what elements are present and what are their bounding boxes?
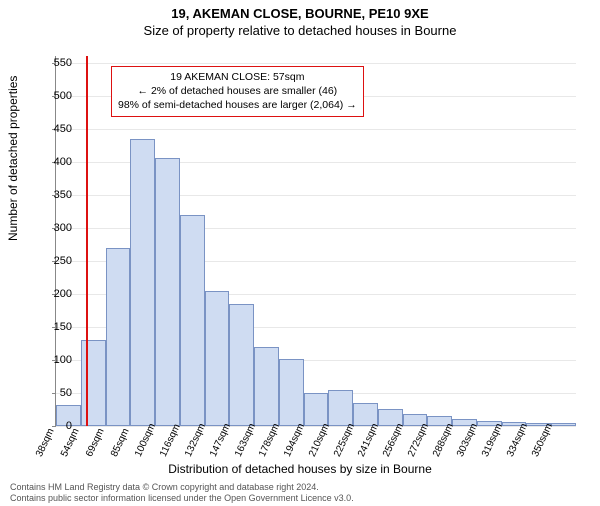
xtick-label: 303sqm bbox=[455, 422, 480, 459]
footer-line2: Contains public sector information licen… bbox=[10, 493, 354, 504]
ytick-label: 150 bbox=[32, 321, 72, 333]
annotation-box: 19 AKEMAN CLOSE: 57sqm← 2% of detached h… bbox=[111, 66, 364, 117]
xtick-label: 178sqm bbox=[257, 422, 282, 459]
x-axis-label: Distribution of detached houses by size … bbox=[0, 462, 600, 476]
xtick-label: 225sqm bbox=[332, 422, 357, 459]
xtick-label: 319sqm bbox=[480, 422, 505, 459]
ytick-label: 400 bbox=[32, 156, 72, 168]
histogram-bar bbox=[229, 304, 254, 426]
ytick-label: 500 bbox=[32, 90, 72, 102]
xtick-label: 116sqm bbox=[158, 422, 183, 458]
histogram-bar bbox=[106, 248, 131, 426]
ytick-label: 550 bbox=[32, 57, 72, 69]
histogram-bar bbox=[130, 139, 155, 426]
xtick-label: 256sqm bbox=[381, 422, 406, 459]
xtick-label: 288sqm bbox=[431, 422, 456, 459]
xtick-label: 210sqm bbox=[307, 422, 332, 459]
histogram-bar bbox=[81, 340, 106, 426]
gridline bbox=[56, 129, 576, 130]
gridline bbox=[56, 63, 576, 64]
chart-plot-area: 19 AKEMAN CLOSE: 57sqm← 2% of detached h… bbox=[55, 56, 576, 427]
y-axis-label: Number of detached properties bbox=[6, 76, 20, 241]
annotation-line3: 98% of semi-detached houses are larger (… bbox=[118, 98, 357, 112]
footer-attribution: Contains HM Land Registry data © Crown c… bbox=[10, 482, 354, 504]
footer-line1: Contains HM Land Registry data © Crown c… bbox=[10, 482, 354, 493]
histogram-bar bbox=[205, 291, 230, 426]
histogram-bar bbox=[279, 359, 304, 426]
xtick-label: 69sqm bbox=[84, 427, 107, 459]
ytick-label: 200 bbox=[32, 288, 72, 300]
ytick-label: 100 bbox=[32, 354, 72, 366]
xtick-label: 85sqm bbox=[109, 427, 132, 459]
xtick-label: 194sqm bbox=[282, 422, 307, 459]
property-marker-line bbox=[86, 56, 88, 426]
histogram-bar bbox=[254, 347, 279, 426]
annotation-line1: 19 AKEMAN CLOSE: 57sqm bbox=[118, 70, 357, 84]
xtick-label: 350sqm bbox=[530, 422, 555, 459]
ytick-label: 250 bbox=[32, 255, 72, 267]
xtick-label: 163sqm bbox=[233, 422, 258, 459]
xtick-label: 334sqm bbox=[505, 422, 530, 459]
ytick-label: 450 bbox=[32, 123, 72, 135]
histogram-bar bbox=[328, 390, 353, 426]
chart-title-sub: Size of property relative to detached ho… bbox=[0, 23, 600, 38]
histogram-bar bbox=[304, 393, 329, 426]
xtick-label: 241sqm bbox=[356, 422, 381, 459]
annotation-line2: ← 2% of detached houses are smaller (46) bbox=[118, 84, 357, 98]
xtick-label: 132sqm bbox=[183, 422, 208, 459]
chart-title-main: 19, AKEMAN CLOSE, BOURNE, PE10 9XE bbox=[0, 6, 600, 21]
xtick-label: 100sqm bbox=[133, 422, 158, 459]
xtick-label: 147sqm bbox=[208, 422, 233, 459]
ytick-label: 50 bbox=[32, 387, 72, 399]
histogram-bar bbox=[180, 215, 205, 426]
xtick-label: 272sqm bbox=[406, 422, 431, 459]
ytick-label: 300 bbox=[32, 222, 72, 234]
ytick-label: 350 bbox=[32, 189, 72, 201]
histogram-bar bbox=[155, 158, 180, 426]
